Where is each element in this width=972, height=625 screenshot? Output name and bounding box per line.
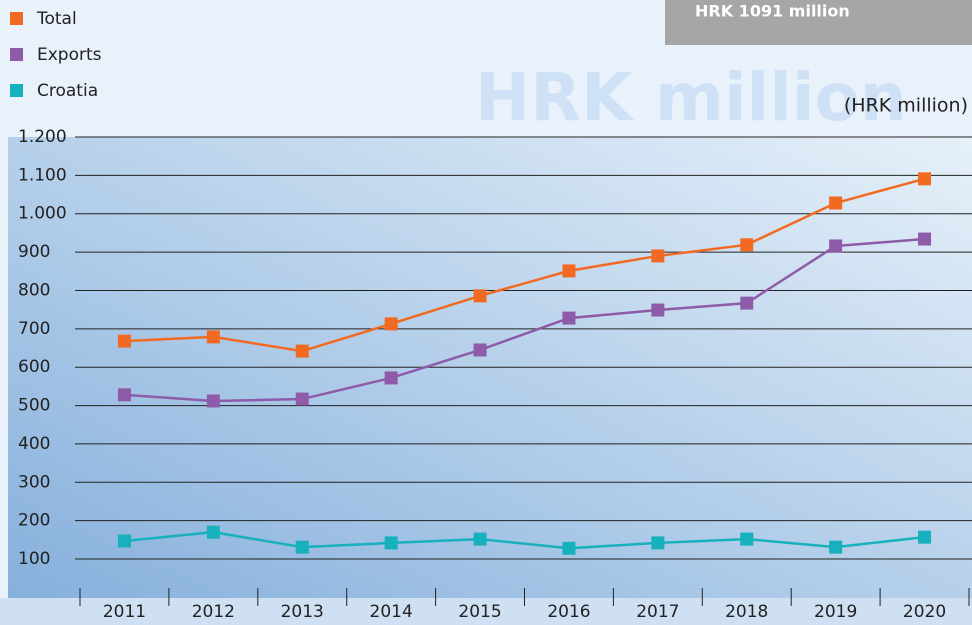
y-tick-label: 1.200: [18, 127, 67, 147]
marker: [473, 343, 487, 357]
marker: [562, 311, 576, 325]
marker: [651, 536, 665, 550]
marker: [740, 238, 754, 252]
marker: [740, 296, 754, 310]
y-tick-label: 1.100: [18, 165, 67, 185]
x-tick-label: 2020: [903, 602, 946, 622]
y-tick-label: 200: [18, 511, 50, 531]
x-tick-label: 2014: [370, 602, 413, 622]
y-tick-label: 500: [18, 396, 50, 416]
marker: [651, 249, 665, 263]
marker: [473, 289, 487, 303]
series-line: [124, 530, 925, 550]
y-tick-label: 600: [18, 357, 50, 377]
legend-swatch: [10, 12, 23, 25]
legend-label: Croatia: [37, 81, 98, 101]
marker: [206, 525, 220, 539]
marker: [918, 530, 932, 544]
legend-swatch: [10, 48, 23, 61]
marker: [117, 334, 131, 348]
unit-label: (HRK million): [844, 95, 968, 117]
y-tick-label: 1.000: [18, 204, 67, 224]
x-axis-band: [0, 598, 972, 625]
marker: [918, 232, 932, 246]
marker: [295, 392, 309, 406]
annotation-box: [665, 0, 972, 45]
marker: [651, 303, 665, 317]
annotation: HRK 1091 million: [695, 2, 850, 21]
series-line: [124, 177, 925, 353]
y-tick-label: 900: [18, 242, 50, 262]
legend-label: Exports: [37, 45, 102, 65]
x-tick-label: 2015: [458, 602, 501, 622]
marker: [384, 371, 398, 385]
watermark: HRK million: [475, 59, 907, 136]
marker: [206, 394, 220, 408]
series-line: [124, 237, 925, 403]
marker: [740, 532, 754, 546]
y-tick-label: 800: [18, 280, 50, 300]
y-tick-label: 300: [18, 472, 50, 492]
marker: [206, 330, 220, 344]
x-tick-label: 2017: [636, 602, 679, 622]
x-tick-label: 2013: [281, 602, 324, 622]
legend-label: Total: [36, 9, 77, 29]
marker: [829, 239, 843, 253]
x-tick-label: 2018: [725, 602, 768, 622]
marker: [829, 540, 843, 554]
marker: [384, 317, 398, 331]
y-tick-label: 700: [18, 319, 50, 339]
marker: [295, 344, 309, 358]
marker: [918, 172, 932, 186]
marker: [295, 540, 309, 554]
y-tick-label: 100: [18, 549, 50, 569]
marker: [562, 264, 576, 278]
x-tick-label: 2019: [814, 602, 857, 622]
x-tick-label: 2012: [192, 602, 235, 622]
marker: [384, 536, 398, 550]
y-tick-label: 400: [18, 434, 50, 454]
marker: [117, 388, 131, 402]
marker: [562, 541, 576, 555]
marker: [473, 532, 487, 546]
x-tick-label: 2016: [547, 602, 590, 622]
marker: [829, 196, 843, 210]
legend-swatch: [10, 84, 23, 97]
marker: [117, 534, 131, 548]
x-tick-label: 2011: [103, 602, 146, 622]
